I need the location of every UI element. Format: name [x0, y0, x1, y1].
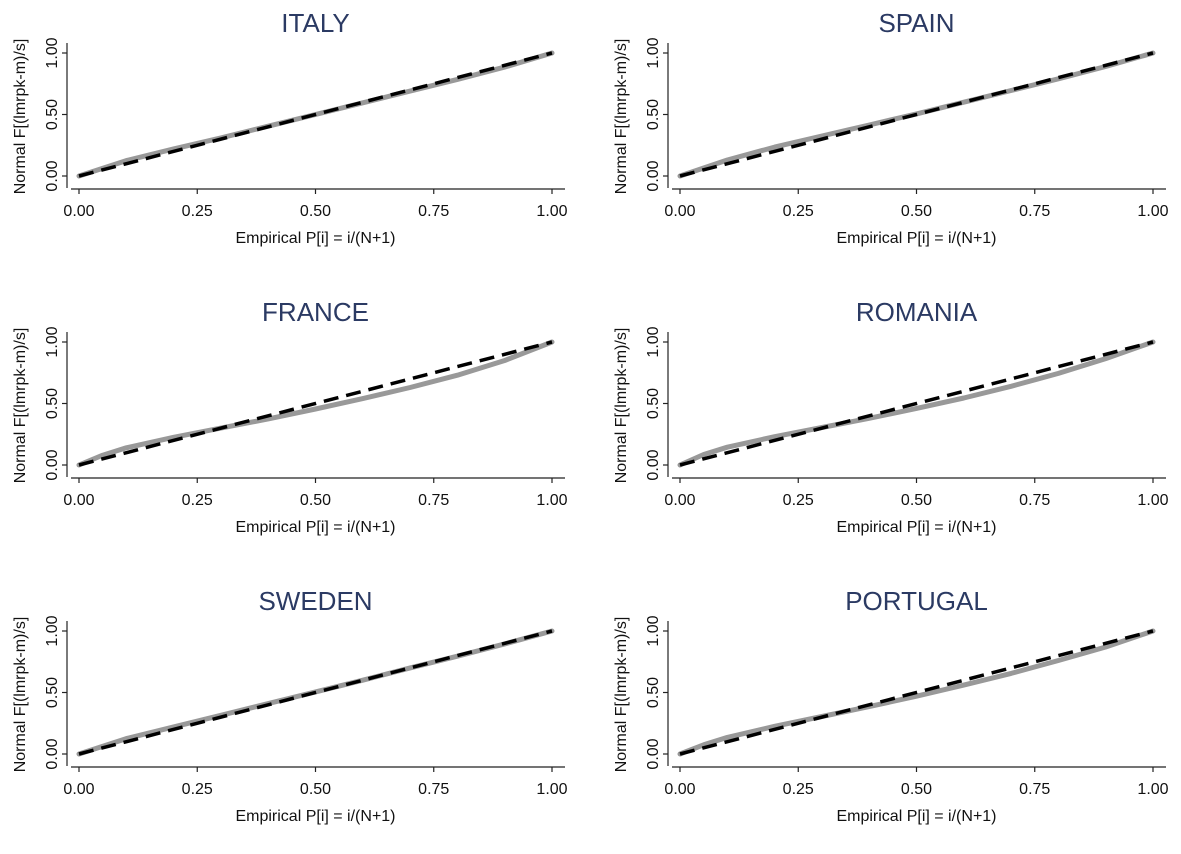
y-tick-label: 0.00: [645, 160, 662, 191]
x-tick-label: 0.25: [783, 492, 814, 509]
chart-title: SPAIN: [878, 8, 954, 38]
y-tick-label: 0.50: [645, 677, 662, 708]
x-tick-label: 0.75: [1019, 781, 1050, 798]
x-tick-label: 0.75: [418, 781, 449, 798]
x-tick-label: 0.25: [182, 203, 213, 220]
y-axis-label: Normal F[(lmrpk-m)/s]: [613, 328, 630, 484]
reference-line-series: [78, 51, 553, 178]
reference-line-series: [679, 340, 1154, 467]
qq-plot-grid: ITALY 0.00 0.25 0.50 0.75 1.00 0.00 0.50 1.00 Emp…: [0, 0, 1181, 825]
y-tick-label: 0.00: [44, 160, 61, 191]
empirical-line-series: [76, 339, 555, 468]
chart-panel-4: SWEDEN 0.00 0.25 0.50 0.75 1.00 0.00 0.50 1.00 Em…: [0, 578, 590, 854]
x-tick-label: 0.50: [901, 492, 932, 509]
x-tick-label: 1.00: [536, 492, 567, 509]
x-tick-label: 1.00: [536, 203, 567, 220]
chart-panel-0: ITALY 0.00 0.25 0.50 0.75 1.00 0.00 0.50 1.00 Emp…: [0, 0, 590, 276]
reference-line-series: [679, 629, 1154, 756]
y-tick-label: 0.00: [44, 449, 61, 480]
y-tick-label: 1.00: [44, 326, 61, 357]
chart-panel-3: ROMANIA 0.00 0.25 0.50 0.75 1.00 0.00 0.50 1.00 E…: [601, 289, 1181, 565]
y-tick-label: 1.00: [44, 615, 61, 646]
x-tick-label: 0.00: [63, 203, 94, 220]
x-tick-label: 0.50: [300, 781, 331, 798]
y-tick-label: 0.50: [44, 677, 61, 708]
empirical-line-series: [677, 628, 1156, 757]
x-tick-label: 1.00: [1137, 492, 1168, 509]
y-axis-label: Normal F[(lmrpk-m)/s]: [12, 617, 29, 773]
chart-panel-2: FRANCE 0.00 0.25 0.50 0.75 1.00 0.00 0.50 1.00 Em…: [0, 289, 590, 565]
x-tick-label: 0.00: [63, 781, 94, 798]
x-tick-label: 1.00: [1137, 203, 1168, 220]
x-axis-label: Empirical P[i] = i/(N+1): [836, 230, 996, 247]
y-axis-label: Normal F[(lmrpk-m)/s]: [613, 617, 630, 773]
x-tick-label: 0.25: [783, 203, 814, 220]
x-tick-label: 0.75: [418, 203, 449, 220]
x-tick-label: 0.75: [1019, 203, 1050, 220]
chart-svg: ROMANIA 0.00 0.25 0.50 0.75 1.00 0.00 0.50 1.00 E…: [613, 297, 1169, 536]
y-tick-label: 0.50: [44, 388, 61, 419]
x-tick-label: 0.75: [418, 492, 449, 509]
chart-svg: SWEDEN 0.00 0.25 0.50 0.75 1.00 0.00 0.50 1.00 Em…: [12, 586, 568, 825]
y-tick-label: 1.00: [645, 37, 662, 68]
chart-title: PORTUGAL: [845, 586, 988, 616]
y-tick-label: 0.00: [44, 738, 61, 769]
y-axis-label: Normal F[(lmrpk-m)/s]: [12, 39, 29, 195]
chart-panel-5: PORTUGAL 0.00 0.25 0.50 0.75 1.00 0.00 0.50 1.00…: [601, 578, 1181, 854]
y-tick-label: 0.00: [645, 449, 662, 480]
chart-svg: ITALY 0.00 0.25 0.50 0.75 1.00 0.00 0.50 1.00 Emp…: [12, 8, 568, 247]
x-tick-label: 0.50: [901, 203, 932, 220]
reference-line-series: [78, 629, 553, 756]
y-tick-label: 0.50: [44, 99, 61, 130]
chart-title: FRANCE: [262, 297, 369, 327]
y-tick-label: 1.00: [44, 37, 61, 68]
x-tick-label: 0.25: [182, 781, 213, 798]
y-tick-label: 0.50: [645, 388, 662, 419]
y-tick-label: 1.00: [645, 615, 662, 646]
x-axis-label: Empirical P[i] = i/(N+1): [235, 230, 395, 247]
y-tick-label: 0.00: [645, 738, 662, 769]
chart-title: ITALY: [281, 8, 349, 38]
empirical-line-series: [677, 339, 1156, 468]
chart-svg: FRANCE 0.00 0.25 0.50 0.75 1.00 0.00 0.50 1.00 Em…: [12, 297, 568, 536]
x-tick-label: 0.50: [300, 203, 331, 220]
x-tick-label: 0.00: [664, 781, 695, 798]
y-tick-label: 1.00: [645, 326, 662, 357]
x-axis-label: Empirical P[i] = i/(N+1): [836, 519, 996, 536]
x-tick-label: 0.50: [901, 781, 932, 798]
reference-line-series: [679, 51, 1154, 178]
y-axis-label: Normal F[(lmrpk-m)/s]: [613, 39, 630, 195]
chart-svg: PORTUGAL 0.00 0.25 0.50 0.75 1.00 0.00 0.50 1.00…: [613, 586, 1169, 825]
x-tick-label: 0.25: [783, 781, 814, 798]
x-tick-label: 0.50: [300, 492, 331, 509]
x-tick-label: 0.00: [664, 492, 695, 509]
y-tick-label: 0.50: [645, 99, 662, 130]
x-tick-label: 0.00: [63, 492, 94, 509]
x-axis-label: Empirical P[i] = i/(N+1): [235, 808, 395, 825]
chart-title: ROMANIA: [856, 297, 978, 327]
x-tick-label: 0.00: [664, 203, 695, 220]
y-axis-label: Normal F[(lmrpk-m)/s]: [12, 328, 29, 484]
x-tick-label: 1.00: [1137, 781, 1168, 798]
chart-svg: SPAIN 0.00 0.25 0.50 0.75 1.00 0.00 0.50 1.00 Emp…: [613, 8, 1169, 247]
x-tick-label: 0.75: [1019, 492, 1050, 509]
x-axis-label: Empirical P[i] = i/(N+1): [836, 808, 996, 825]
x-tick-label: 1.00: [536, 781, 567, 798]
chart-title: SWEDEN: [258, 586, 372, 616]
x-axis-label: Empirical P[i] = i/(N+1): [235, 519, 395, 536]
chart-panel-1: SPAIN 0.00 0.25 0.50 0.75 1.00 0.00 0.50 1.00 Emp…: [601, 0, 1181, 276]
reference-line-series: [78, 340, 553, 467]
x-tick-label: 0.25: [182, 492, 213, 509]
